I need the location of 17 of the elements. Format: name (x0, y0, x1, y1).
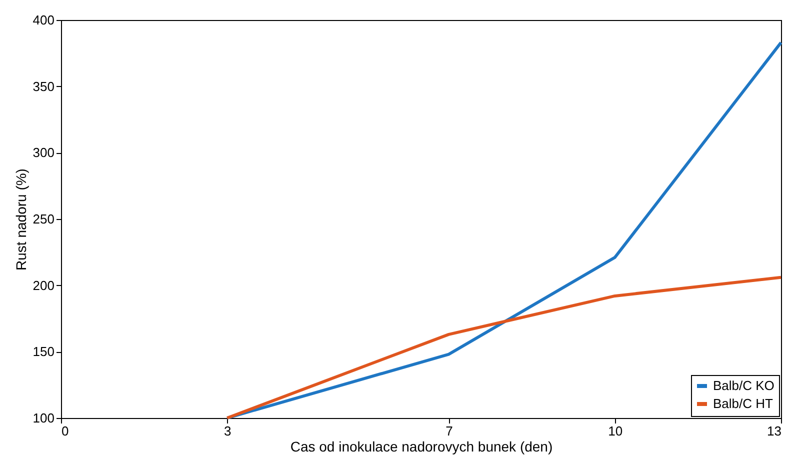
y-tick-label: 250 (32, 212, 54, 226)
y-tick-label: 300 (32, 145, 54, 160)
y-tick-label: 200 (32, 278, 54, 293)
x-tick-label: 10 (608, 424, 623, 438)
x-tick-label: 7 (446, 424, 453, 438)
y-tick-label: 350 (32, 78, 54, 94)
x-axis-title: Cas od inokulace nadorovych bunek (den) (290, 438, 553, 454)
line-series (226, 276, 782, 420)
y-tick-label: 100 (32, 410, 54, 426)
x-tick-label: 0 (62, 424, 69, 438)
x-tick-label: 3 (224, 424, 232, 438)
y-tick-label: 400 (32, 12, 54, 28)
y-axis-title: Rust nadoru (%) (12, 168, 29, 270)
legend-label: Balb/C KO (713, 378, 774, 393)
y-tick-label: 150 (32, 344, 54, 360)
legend-label: Balb/C HT (713, 396, 774, 411)
x-tick-label: 13 (767, 424, 782, 438)
